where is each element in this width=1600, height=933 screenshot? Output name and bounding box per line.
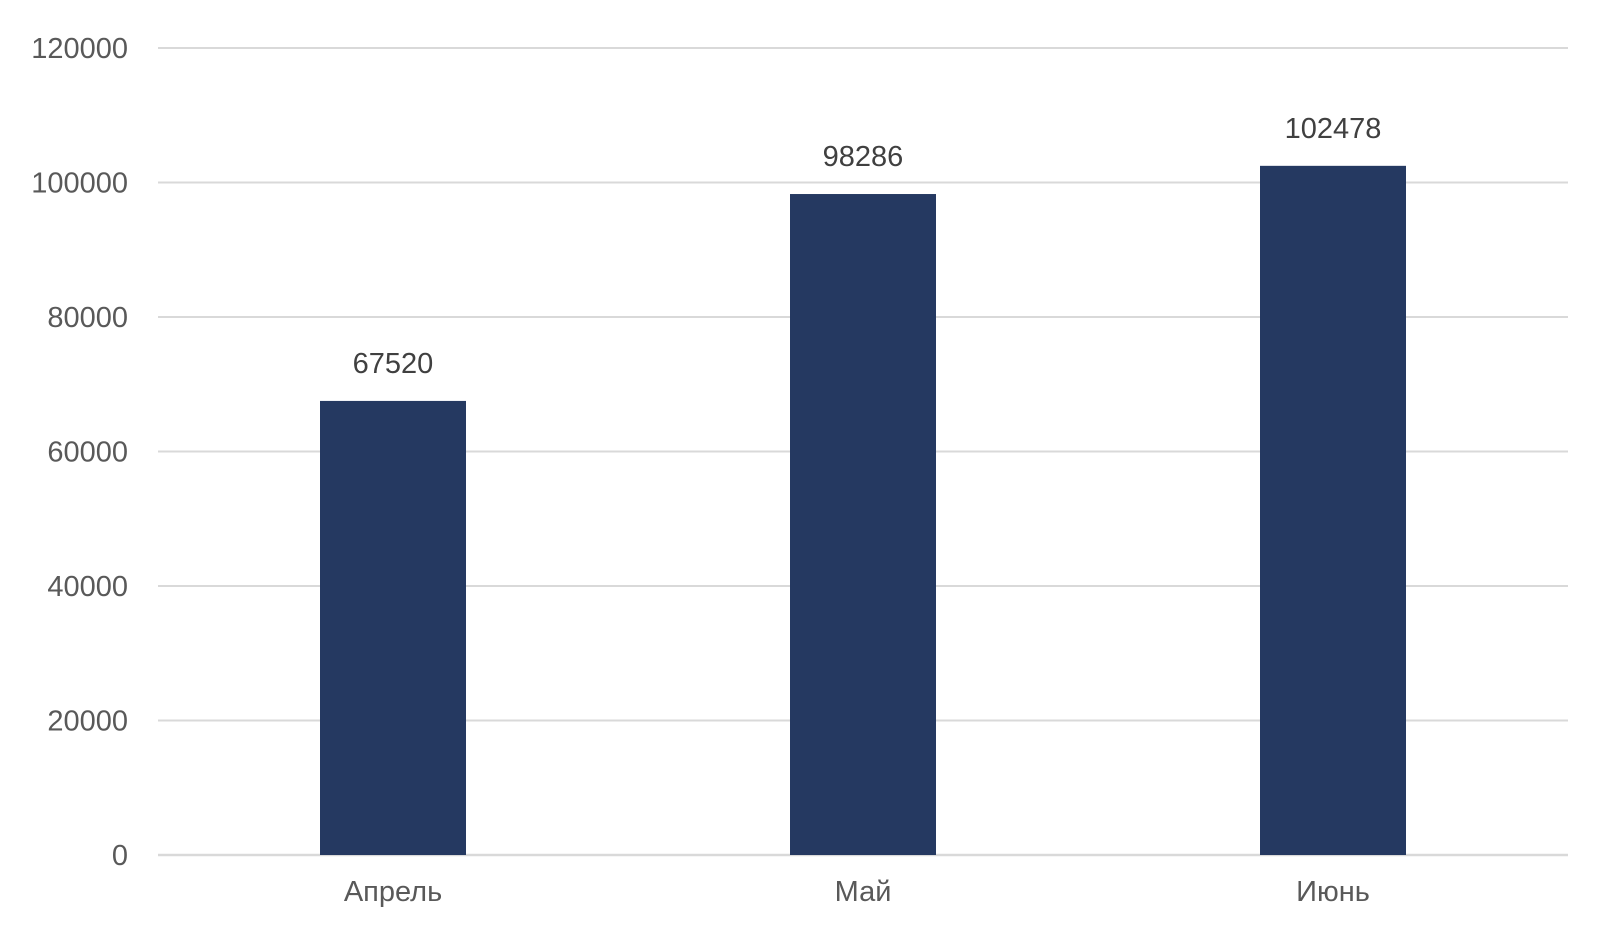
y-tick-label: 20000 bbox=[47, 706, 128, 738]
data-label: 98286 bbox=[823, 141, 904, 173]
y-axis-tick-labels: 0 20000 40000 60000 80000 100000 120000 bbox=[31, 33, 128, 872]
bars bbox=[320, 165, 1406, 855]
x-tick-label: Апрель bbox=[344, 876, 442, 908]
data-labels: 67520 98286 102478 bbox=[353, 113, 1382, 380]
y-tick-label: 0 bbox=[112, 840, 128, 872]
y-tick-label: 60000 bbox=[47, 437, 128, 469]
bar bbox=[1260, 165, 1406, 855]
x-tick-label: Май bbox=[835, 876, 892, 908]
y-tick-label: 80000 bbox=[47, 302, 128, 334]
y-tick-label: 40000 bbox=[47, 571, 128, 603]
data-label: 102478 bbox=[1285, 113, 1382, 145]
x-axis-tick-labels: Апрель Май Июнь bbox=[344, 876, 1370, 908]
y-tick-label: 100000 bbox=[31, 168, 128, 200]
x-tick-label: Июнь bbox=[1296, 876, 1370, 908]
bar bbox=[320, 400, 466, 855]
data-label: 67520 bbox=[353, 348, 434, 380]
bar bbox=[790, 194, 936, 855]
y-tick-label: 120000 bbox=[31, 33, 128, 65]
